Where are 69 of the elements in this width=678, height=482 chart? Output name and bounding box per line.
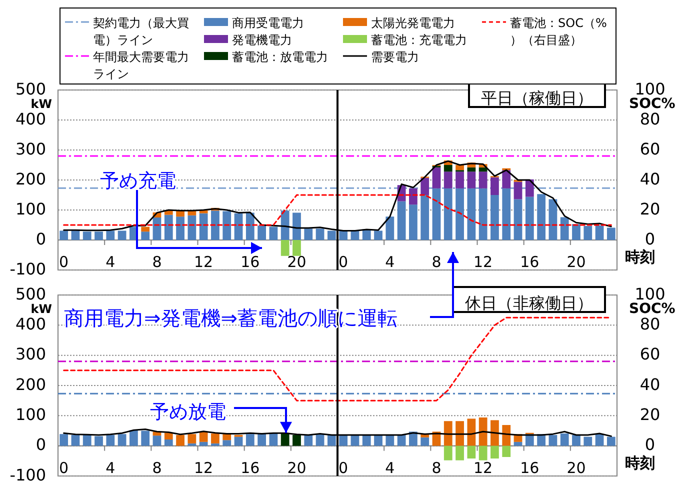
y2-tick-label: 100 [634,284,666,304]
x-tick-label: 4 [385,459,395,477]
x-tick-label: 16 [520,253,540,271]
x-tick-label: 12 [194,459,214,477]
x-tick-label: 20 [566,459,586,477]
x-tick-label: 12 [194,253,214,271]
y-tick-label: 500 [15,284,46,304]
legend-label: 年間最大需要電力ライン [93,50,189,81]
y2-tick-label: 40 [640,374,660,394]
legend-label: 契約電力（最大買電）ライン [93,16,189,47]
y2-tick-label: 80 [640,109,660,128]
y2-tick-label: 100 [634,79,666,98]
y2-tick-label: 80 [640,314,660,334]
y-tick-label: 100 [15,199,46,218]
y2-tick-label: 40 [640,169,660,188]
x-tick-label: 4 [385,253,395,271]
x-tick-label: 0 [59,459,69,477]
x-tick-label: 8 [152,459,162,477]
y2-tick-label: 20 [640,199,660,218]
x-tick-label: 0 [338,459,348,477]
x-axis-title: 時刻 [625,248,655,266]
y-tick-label: -100 [10,259,46,278]
y-tick-label: 200 [15,374,46,394]
y-tick-label: 0 [36,229,46,248]
x-tick-label: 12 [474,253,493,271]
y2-axis-title: SOC% [629,96,676,112]
y-tick-label: 200 [15,169,46,188]
legend-label: 太陽光発電電力 [371,16,455,30]
chart-title: 平日（稼働日） [481,88,593,108]
annotation: 予め放電 [150,401,226,423]
y2-tick-label: 60 [640,344,660,364]
annotation: 予め充電 [100,170,176,192]
y2-tick-label: 0 [644,435,656,454]
legend-label: 蓄電池：SOC（%）（右目盛） [510,16,607,47]
x-tick-label: 16 [520,459,540,477]
legend-label: 需要電力 [371,50,419,64]
x-tick-label: 8 [152,253,162,271]
legend-label: 蓄電池：充電電力 [371,33,467,47]
x-tick-label: 0 [338,253,348,271]
legend-label: 発電機電力 [232,33,292,47]
x-tick-label: 12 [474,459,493,477]
legend-label: 商用受電電力 [232,16,304,30]
y-tick-label: 0 [36,435,46,454]
y-tick-label: -100 [10,465,46,482]
x-tick-label: 20 [566,253,586,271]
x-tick-label: 0 [59,253,69,271]
y2-tick-label: 60 [640,139,660,158]
x-tick-label: 20 [287,253,306,271]
y-tick-label: 300 [15,139,46,158]
y-tick-label: 400 [15,109,46,128]
x-tick-label: 4 [106,253,116,271]
x-tick-label: 4 [106,459,116,477]
y-axis-title: kW [30,302,52,316]
y2-tick-label: 20 [640,405,660,424]
y2-axis-title: SOC% [629,301,676,317]
y-tick-label: 500 [15,79,46,98]
y-axis-title: kW [30,97,52,111]
x-tick-label: 16 [240,459,260,477]
y-tick-label: 300 [15,344,46,364]
y-tick-label: 100 [15,405,46,424]
x-tick-label: 8 [432,253,442,271]
chart-title: 休日（非稼働日） [465,293,593,312]
x-tick-label: 8 [432,459,442,477]
y2-tick-label: 0 [644,229,656,248]
y-tick-label: 400 [15,314,46,334]
x-tick-label: 20 [287,459,306,477]
x-tick-label: 16 [240,253,260,271]
x-axis-title: 時刻 [625,454,655,472]
legend-label: 蓄電池：放電電力 [232,50,328,64]
